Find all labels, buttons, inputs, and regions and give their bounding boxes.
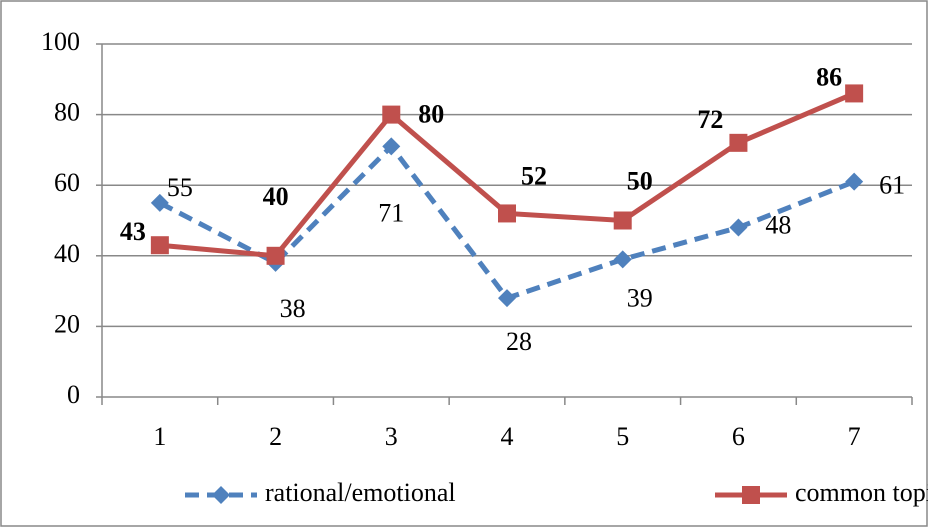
y-tick-label: 60	[54, 168, 80, 197]
y-tick-label: 100	[41, 27, 80, 56]
x-tick-label: 7	[848, 422, 861, 451]
marker	[498, 289, 516, 308]
x-tick-label: 3	[385, 422, 398, 451]
data-label: 71	[378, 198, 404, 227]
x-tick-label: 5	[616, 422, 629, 451]
marker	[729, 133, 748, 152]
marker	[150, 236, 169, 255]
legend-label: common topics	[795, 478, 928, 507]
marker	[382, 105, 401, 124]
marker	[845, 172, 864, 191]
x-tick-label: 2	[269, 422, 282, 451]
data-label: 28	[506, 327, 532, 356]
marker	[845, 84, 864, 103]
marker	[613, 211, 632, 230]
marker	[498, 204, 516, 223]
x-tick-label: 4	[501, 422, 514, 451]
x-tick-label: 6	[732, 422, 745, 451]
marker	[150, 193, 169, 212]
data-label: 43	[120, 217, 146, 246]
data-label: 61	[879, 171, 905, 200]
legend-label: rational/emotional	[265, 478, 456, 507]
data-label: 86	[816, 62, 842, 91]
y-tick-label: 20	[54, 309, 80, 338]
data-label: 55	[167, 173, 193, 202]
marker	[729, 218, 748, 237]
data-label: 50	[627, 166, 653, 195]
y-tick-label: 80	[54, 98, 80, 127]
data-label: 40	[263, 182, 289, 211]
marker	[613, 250, 632, 269]
data-label: 38	[280, 294, 306, 323]
marker	[212, 486, 230, 504]
marker	[266, 246, 285, 265]
marker	[382, 137, 401, 156]
marker	[742, 486, 760, 504]
data-label: 39	[627, 283, 653, 312]
data-label: 72	[697, 105, 723, 134]
data-label: 80	[418, 100, 444, 129]
y-tick-label: 0	[67, 380, 80, 409]
y-tick-label: 40	[54, 239, 80, 268]
x-tick-label: 1	[153, 422, 166, 451]
data-label: 48	[765, 211, 791, 240]
data-label: 52	[521, 161, 547, 190]
